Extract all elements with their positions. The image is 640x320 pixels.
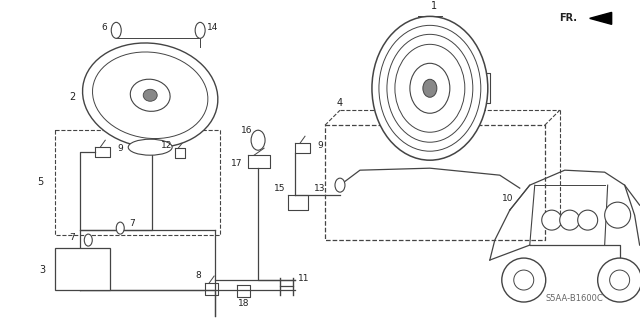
Ellipse shape <box>195 22 205 38</box>
Ellipse shape <box>93 52 208 139</box>
Ellipse shape <box>387 34 473 142</box>
Ellipse shape <box>598 258 640 302</box>
Ellipse shape <box>83 43 218 148</box>
Ellipse shape <box>251 130 265 150</box>
Ellipse shape <box>514 270 534 290</box>
Text: 5: 5 <box>37 177 44 187</box>
Text: S5AA-B1600C: S5AA-B1600C <box>546 293 604 302</box>
Text: 17: 17 <box>231 159 243 168</box>
Ellipse shape <box>578 210 598 230</box>
Text: 12: 12 <box>161 141 172 150</box>
FancyBboxPatch shape <box>55 248 110 290</box>
Ellipse shape <box>143 89 157 101</box>
Text: 1: 1 <box>431 1 437 12</box>
Text: 7: 7 <box>69 233 75 242</box>
Ellipse shape <box>111 22 121 38</box>
Ellipse shape <box>605 202 630 228</box>
Text: 6: 6 <box>101 23 107 32</box>
Text: 9: 9 <box>317 141 323 150</box>
Text: FR.: FR. <box>559 13 577 23</box>
Ellipse shape <box>372 16 488 160</box>
Text: 11: 11 <box>298 274 310 283</box>
Ellipse shape <box>410 63 450 113</box>
Text: 10: 10 <box>502 194 513 203</box>
Ellipse shape <box>560 210 580 230</box>
Text: 14: 14 <box>207 23 219 32</box>
Ellipse shape <box>128 139 172 155</box>
Text: 16: 16 <box>241 126 253 135</box>
Ellipse shape <box>502 258 546 302</box>
Ellipse shape <box>116 222 124 234</box>
Text: 13: 13 <box>314 184 326 193</box>
Ellipse shape <box>423 79 437 97</box>
Ellipse shape <box>131 79 170 111</box>
Text: 15: 15 <box>275 184 286 193</box>
Text: 2: 2 <box>69 92 76 102</box>
Ellipse shape <box>379 25 481 151</box>
Ellipse shape <box>84 234 92 246</box>
Ellipse shape <box>335 178 345 192</box>
Ellipse shape <box>541 210 562 230</box>
Text: 4: 4 <box>337 98 343 108</box>
Text: 18: 18 <box>238 299 250 308</box>
Text: 9: 9 <box>117 144 123 153</box>
Text: 8: 8 <box>195 270 201 280</box>
Text: 7: 7 <box>129 219 135 228</box>
Ellipse shape <box>395 44 465 132</box>
Text: 3: 3 <box>39 265 45 275</box>
Ellipse shape <box>610 270 630 290</box>
Polygon shape <box>589 12 612 24</box>
